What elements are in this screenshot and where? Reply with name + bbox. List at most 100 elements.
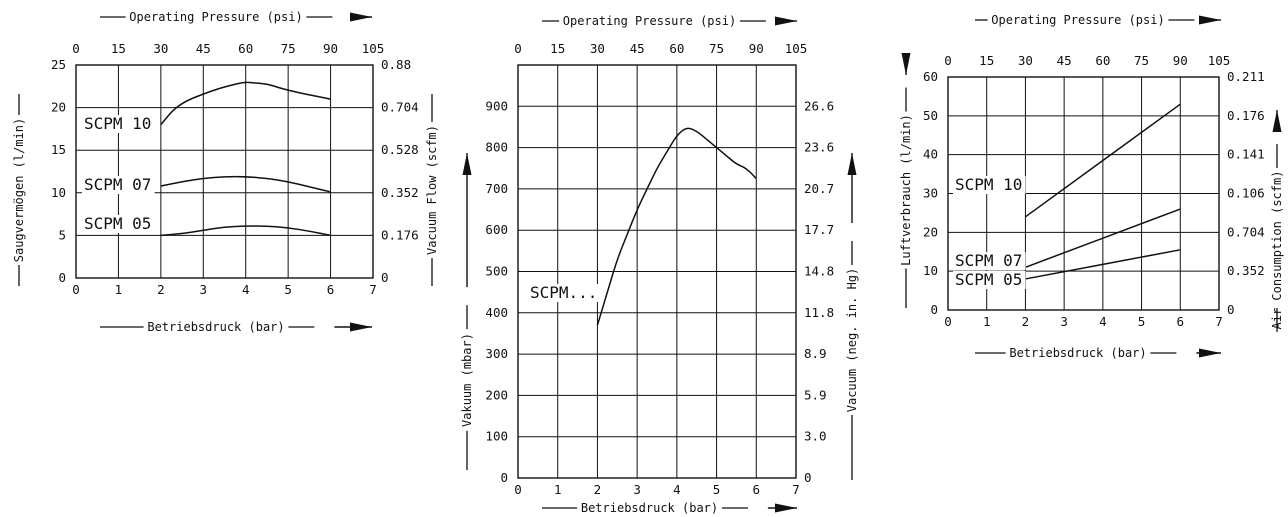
x-axis-title-text: Betriebsdruck (bar) <box>581 501 718 515</box>
top-axis-title: Operating Pressure (psi) <box>100 10 372 24</box>
top-x-tick-label: 15 <box>550 41 565 56</box>
top-axis-title-arrow <box>350 12 372 22</box>
right-y-axis-title-text: Vacuum (neg. in. Hg) <box>845 268 859 413</box>
series-label-bg <box>82 176 155 194</box>
top-x-tick-label: 60 <box>1095 53 1110 68</box>
x-tick-label: 3 <box>1060 314 1068 329</box>
top-x-tick-label: 45 <box>196 41 211 56</box>
top-x-tick-label: 75 <box>281 41 296 56</box>
x-tick-label: 6 <box>753 482 761 497</box>
y-axis-title-arrow <box>901 53 911 75</box>
plot-frame <box>947 76 1220 311</box>
x-tick-label: 2 <box>1022 314 1030 329</box>
right-y-axis-title-text: Vacuum Flow (scfm) <box>425 125 439 255</box>
grid <box>75 64 374 279</box>
right-y-tick-label: 0.176 <box>1227 108 1265 123</box>
series-label: SCPM 07 <box>84 175 151 194</box>
x-tick-label: 6 <box>327 282 335 297</box>
series-label: SCPM... <box>530 283 597 302</box>
y-tick-label: 200 <box>485 387 508 402</box>
series-line <box>596 127 757 326</box>
right-y-tick-label: 26.6 <box>804 98 834 113</box>
x-axis-title-arrow <box>767 503 797 513</box>
right-y-tick-label: 0.528 <box>381 142 419 157</box>
plot-frame <box>75 64 374 279</box>
x-tick-label: 5 <box>713 482 721 497</box>
right-y-tick-label: 0 <box>381 270 389 285</box>
y-tick-label: 700 <box>485 181 508 196</box>
grid <box>517 64 797 479</box>
top-x-tick-label: 30 <box>1018 53 1033 68</box>
right-y-tick-label: 8.9 <box>804 346 827 361</box>
x-tick-label: 0 <box>72 282 80 297</box>
top-x-tick-label: 90 <box>749 41 764 56</box>
x-axis-title: Betriebsdruck (bar) <box>542 501 797 515</box>
x-tick-label: 2 <box>594 482 602 497</box>
top-x-tick-label: 105 <box>362 41 385 56</box>
series-line <box>1025 208 1181 268</box>
chart-1: 0 1 2 3 4 5 6 70 15 30 45 60 75 90 105051015202500.176… <box>12 10 439 334</box>
series-label-bg <box>82 115 155 133</box>
x-axis-title: Betriebsdruck (bar) <box>975 346 1221 360</box>
series-line <box>160 81 331 126</box>
y-tick-label: 900 <box>485 98 508 113</box>
series-line <box>1024 103 1181 218</box>
right-y-tick-label: 14.8 <box>804 264 834 279</box>
y-tick-label: 400 <box>485 305 508 320</box>
series-label-bg <box>528 284 601 302</box>
y-tick-label: 300 <box>485 346 508 361</box>
x-tick-label: 5 <box>1138 314 1146 329</box>
y-axis-title-text: Vakuum (mbar) <box>460 333 474 427</box>
right-y-tick-label: 0.176 <box>381 227 419 242</box>
x-tick-label: 1 <box>115 282 123 297</box>
right-y-tick-label: 0.211 <box>1227 69 1265 84</box>
top-x-tick-label: 15 <box>111 41 126 56</box>
top-axis-title-arrow <box>775 16 797 26</box>
y-tick-label: 25 <box>51 57 66 72</box>
top-axis-title-text: Operating Pressure (psi) <box>563 14 736 28</box>
right-y-axis-title-arrow <box>847 153 857 223</box>
y-tick-label: 10 <box>51 185 66 200</box>
right-y-tick-label: 0.704 <box>381 100 419 115</box>
y-tick-label: 500 <box>485 264 508 279</box>
right-y-axis-title: Vacuum (neg. in. Hg) <box>845 153 859 480</box>
x-tick-label: 1 <box>554 482 562 497</box>
y-tick-label: 0 <box>500 470 508 485</box>
top-x-tick-label: 75 <box>1134 53 1149 68</box>
right-y-tick-label: 0.88 <box>381 57 411 72</box>
x-tick-label: 4 <box>673 482 681 497</box>
right-y-tick-label: 20.7 <box>804 181 834 196</box>
x-axis-title-arrow <box>1196 348 1221 358</box>
right-y-axis-title: Air Consumption (scfm) <box>1270 110 1284 332</box>
top-x-tick-label: 60 <box>238 41 253 56</box>
x-axis-title: Betriebsdruck (bar) <box>100 320 372 334</box>
right-y-axis-title-text: Air Consumption (scfm) <box>1270 171 1284 330</box>
y-tick-label: 600 <box>485 222 508 237</box>
right-y-axis-title-arrow <box>1272 110 1282 132</box>
top-x-tick-label: 0 <box>514 41 522 56</box>
y-tick-label: 20 <box>51 100 66 115</box>
y-tick-label: 30 <box>923 186 938 201</box>
y-tick-label: 0 <box>58 270 66 285</box>
series-label: SCPM 10 <box>955 175 1022 194</box>
top-axis-title-text: Operating Pressure (psi) <box>991 13 1164 27</box>
series-label-bg <box>953 271 1026 289</box>
x-tick-label: 3 <box>200 282 208 297</box>
series-label: SCPM 05 <box>955 270 1022 289</box>
y-axis-title-arrow <box>462 153 472 288</box>
right-y-axis-title: Vacuum Flow (scfm) <box>425 94 439 286</box>
y-axis-title: Vakuum (mbar) <box>460 153 474 470</box>
y-tick-label: 5 <box>58 227 66 242</box>
top-x-tick-label: 90 <box>323 41 338 56</box>
x-tick-label: 0 <box>944 314 952 329</box>
top-x-tick-label: 0 <box>944 53 952 68</box>
x-tick-label: 0 <box>514 482 522 497</box>
y-tick-label: 800 <box>485 140 508 155</box>
top-x-tick-label: 30 <box>153 41 168 56</box>
x-axis-title-text: Betriebsdruck (bar) <box>147 320 284 334</box>
series-line <box>1025 249 1181 280</box>
series-label-bg <box>82 215 155 233</box>
y-tick-label: 50 <box>923 108 938 123</box>
top-x-tick-label: 30 <box>590 41 605 56</box>
right-y-tick-label: 0.352 <box>1227 263 1265 278</box>
